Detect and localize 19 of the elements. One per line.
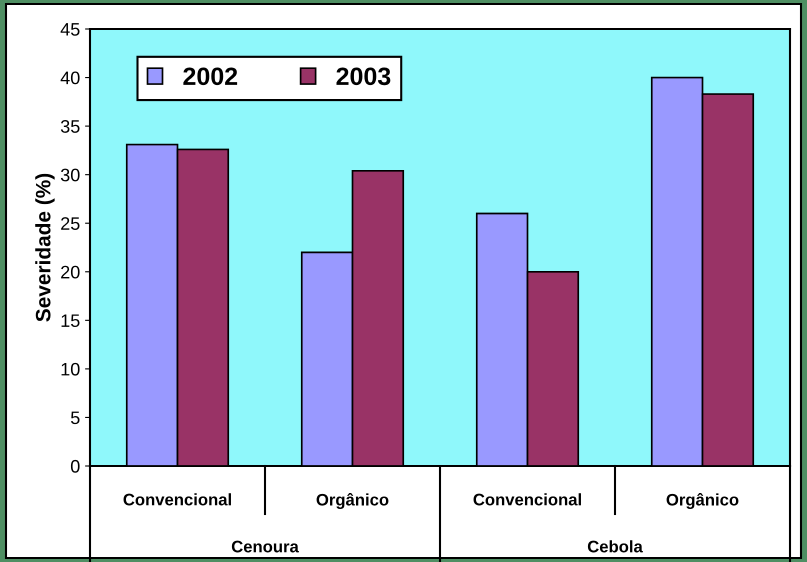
x-tick-label: Convencional bbox=[474, 493, 581, 506]
y-tick-label: 45 bbox=[60, 23, 80, 36]
y-tick-label: 0 bbox=[70, 460, 80, 473]
y-axis-title: Severidade (%) bbox=[35, 174, 55, 322]
x-tick-label: Orgânico bbox=[316, 493, 388, 509]
y-tick-label: 40 bbox=[60, 71, 80, 84]
y-tick-label: 5 bbox=[70, 412, 80, 424]
y-tick-label: 25 bbox=[61, 217, 80, 230]
y-tick-label: 35 bbox=[60, 120, 80, 133]
text: Cebola bbox=[588, 540, 643, 552]
y-tick-label: 30 bbox=[60, 168, 80, 182]
y-tick-label: 15 bbox=[62, 314, 80, 328]
x-tick-label: Convencional bbox=[124, 493, 231, 506]
y-tick-label: 20 bbox=[61, 266, 80, 278]
text: Cenoura bbox=[232, 540, 299, 552]
y-tick-label: 10 bbox=[62, 362, 80, 376]
legend-label: 2003 bbox=[336, 67, 390, 86]
legend-label: 2002 bbox=[183, 67, 238, 86]
x-tick-label: Orgânico bbox=[666, 493, 738, 509]
